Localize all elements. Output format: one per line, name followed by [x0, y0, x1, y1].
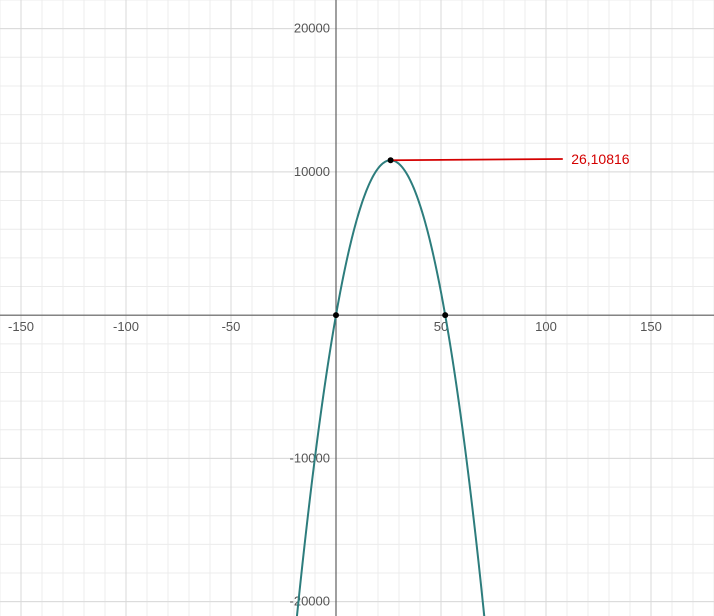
y-tick-label: -10000 — [290, 450, 330, 465]
x-tick-label: 100 — [535, 319, 557, 334]
annotation-label: 26,10816 — [571, 151, 630, 167]
x-tick-label: -50 — [222, 319, 241, 334]
marked-point — [442, 312, 448, 318]
y-tick-label: 20000 — [294, 21, 330, 36]
x-tick-label: -100 — [113, 319, 139, 334]
x-tick-label: 150 — [640, 319, 662, 334]
y-tick-label: 10000 — [294, 164, 330, 179]
x-tick-label: -150 — [8, 319, 34, 334]
marked-point — [388, 157, 394, 163]
annotation-leader — [391, 159, 563, 160]
function-plot: -150-100-50501001502000010000-10000-2000… — [0, 0, 714, 616]
y-tick-label: -20000 — [290, 594, 330, 609]
marked-point — [333, 312, 339, 318]
